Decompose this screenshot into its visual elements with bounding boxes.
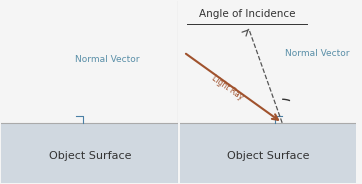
Text: Object Surface: Object Surface — [49, 151, 131, 161]
Text: Normal Vector: Normal Vector — [75, 55, 140, 64]
Text: Light Ray: Light Ray — [210, 73, 245, 102]
Bar — [1, 123, 178, 183]
Text: Object Surface: Object Surface — [227, 151, 309, 161]
Text: Angle of Incidence: Angle of Incidence — [198, 9, 295, 19]
Bar — [180, 123, 357, 183]
Text: Normal Vector: Normal Vector — [285, 49, 350, 59]
